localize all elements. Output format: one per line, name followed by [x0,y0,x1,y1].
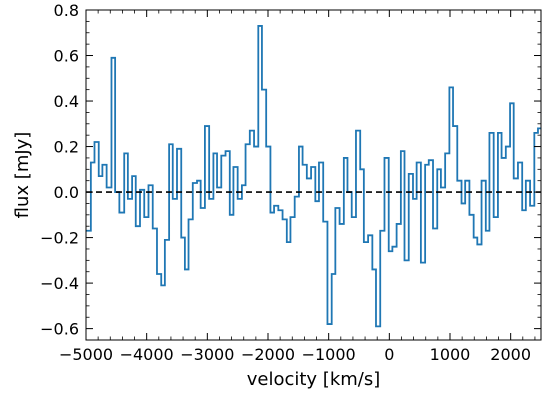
y-tick-label: −0.2 [40,229,79,248]
spectrum-step-line [86,25,541,328]
plot-frame [85,9,542,341]
x-tick-label: −5000 [59,345,113,364]
y-tick-label: 0.4 [54,92,79,111]
x-tick-label: −1000 [302,345,356,364]
y-tick-label: 0.6 [54,47,79,66]
x-tick-label: 1000 [430,345,471,364]
tick-layer: −5000 −4000 −3000 −2000 −1000 0 1000 2000 −0.6 −0… [40,1,541,364]
y-tick-label: −0.4 [40,274,79,293]
y-tick-label: −0.6 [40,320,79,339]
x-tick-label: 0 [384,345,394,364]
x-tick-label: −2000 [241,345,295,364]
x-tick-label: −4000 [120,345,174,364]
x-axis-label: velocity [km/s] [247,369,381,390]
y-tick-label: 0.8 [54,1,79,20]
y-axis-label: flux [mJy] [12,132,33,219]
x-tick-label: 2000 [490,345,531,364]
x-tick-label: −3000 [180,345,234,364]
line-layer [86,25,541,328]
y-tick-label: 0.0 [54,183,79,202]
y-tick-label: 0.2 [54,138,79,157]
